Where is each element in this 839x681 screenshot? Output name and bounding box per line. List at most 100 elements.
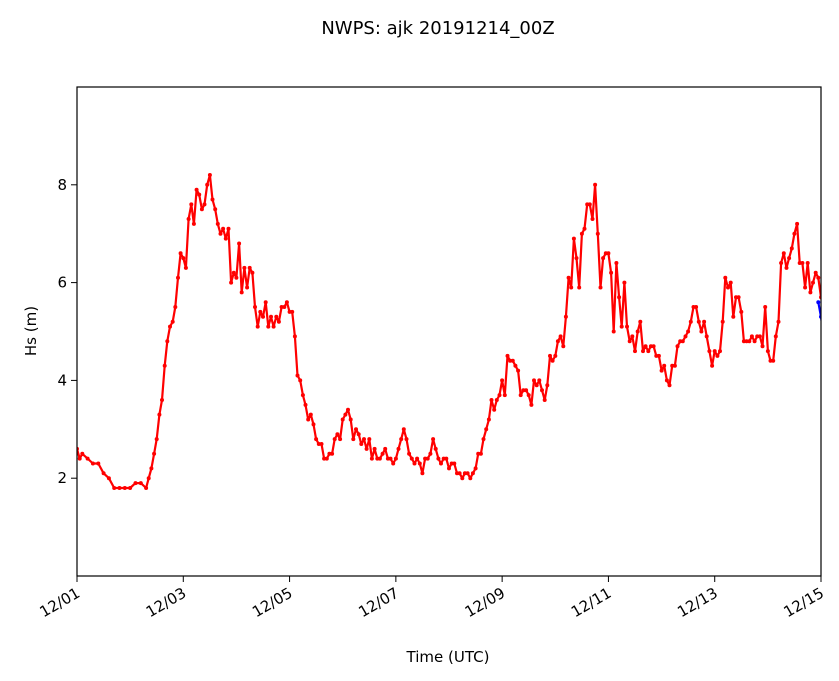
data-point [221, 226, 226, 231]
data-point [542, 398, 547, 402]
data-point [319, 442, 324, 446]
data-point [749, 334, 754, 339]
data-point [194, 187, 199, 192]
data-point [656, 353, 661, 358]
data-point [335, 432, 340, 437]
data-point [369, 456, 374, 461]
data-point [497, 393, 502, 398]
data-point [789, 246, 794, 251]
data-point [704, 334, 709, 339]
data-point [165, 339, 170, 344]
data-point [832, 315, 836, 319]
y-tick-label: 8 [57, 176, 67, 194]
data-point [332, 437, 337, 442]
data-point [122, 486, 127, 490]
data-point [728, 280, 733, 285]
data-point [354, 427, 358, 432]
data-point [694, 305, 699, 309]
data-point [617, 295, 622, 300]
data-point [444, 456, 449, 461]
data-point [646, 349, 651, 354]
data-point [779, 261, 784, 265]
data-point [393, 456, 398, 461]
data-point [587, 202, 592, 207]
data-point [827, 266, 831, 270]
data-point [760, 344, 765, 349]
data-point [128, 486, 133, 490]
data-point [489, 398, 494, 402]
data-point [96, 461, 101, 466]
data-point [630, 334, 635, 339]
data-point [144, 486, 149, 490]
data-point [664, 378, 669, 383]
data-point [468, 476, 473, 481]
data-point [263, 300, 268, 305]
data-point [537, 378, 542, 383]
data-point [306, 417, 311, 422]
data-point [157, 412, 162, 417]
data-point [566, 275, 571, 280]
data-point [712, 349, 717, 354]
data-point [303, 402, 308, 407]
data-point [377, 456, 382, 461]
data-point [726, 285, 730, 290]
data-point [237, 241, 242, 246]
data-point [505, 353, 510, 358]
data-point [154, 437, 159, 442]
data-point [763, 305, 768, 309]
data-point [577, 285, 582, 290]
data-point [731, 314, 736, 319]
data-point [346, 407, 350, 412]
data-point [231, 270, 236, 275]
data-point [803, 285, 808, 290]
data-point [478, 451, 483, 456]
x-axis-label: Time (UTC) [406, 648, 490, 666]
data-point [168, 324, 172, 329]
data-point [452, 461, 457, 466]
y-tick-label: 6 [57, 274, 67, 292]
data-point [276, 319, 281, 324]
data-point [830, 286, 834, 290]
data-point [569, 285, 574, 290]
data-point [338, 437, 343, 442]
data-point [771, 358, 776, 363]
data-point [436, 456, 441, 461]
data-point [401, 427, 406, 432]
data-point [298, 378, 303, 383]
data-point [675, 344, 680, 349]
data-point [500, 378, 505, 383]
data-point [633, 349, 637, 354]
data-point [367, 437, 372, 442]
data-point [356, 432, 361, 437]
data-point [311, 422, 316, 427]
data-point [822, 334, 826, 338]
data-point [736, 295, 741, 300]
data-point [324, 456, 329, 461]
data-point [835, 339, 839, 343]
data-point [510, 358, 515, 363]
data-point [447, 466, 451, 471]
data-point [176, 275, 180, 280]
data-point [261, 314, 265, 319]
data-point [433, 446, 438, 451]
data-point [207, 173, 212, 177]
data-point [372, 446, 377, 451]
data-point [622, 280, 627, 285]
data-point [300, 393, 305, 398]
data-point [824, 349, 828, 353]
data-point [242, 265, 247, 270]
data-point [718, 349, 722, 354]
data-point [359, 442, 364, 446]
data-point [380, 451, 385, 456]
data-point [292, 334, 297, 339]
data-point [340, 417, 345, 422]
data-point [619, 324, 624, 329]
data-point [638, 319, 643, 324]
data-point [720, 319, 725, 324]
data-point [274, 314, 279, 319]
data-point [186, 217, 191, 221]
data-point [396, 446, 401, 451]
data-point [343, 412, 348, 417]
data-point [672, 363, 677, 368]
data-point [314, 437, 319, 442]
